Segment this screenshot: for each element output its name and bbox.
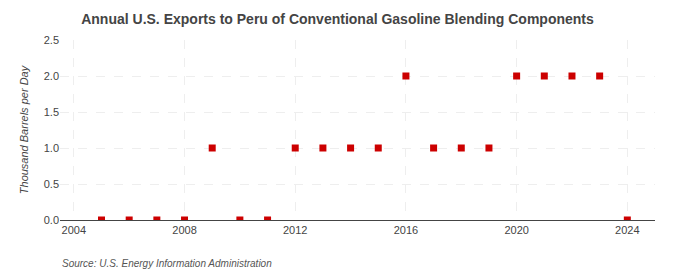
svg-text:2.0: 2.0	[44, 70, 59, 82]
svg-text:Annual U.S. Exports to Peru of: Annual U.S. Exports to Peru of Conventio…	[81, 11, 594, 27]
svg-text:Thousand Barrels per Day: Thousand Barrels per Day	[18, 64, 30, 194]
svg-text:2020: 2020	[504, 224, 528, 236]
svg-text:2024: 2024	[615, 224, 639, 236]
svg-text:1.0: 1.0	[44, 142, 59, 154]
svg-text:2.5: 2.5	[44, 34, 59, 46]
svg-text:2012: 2012	[283, 224, 307, 236]
svg-text:2008: 2008	[172, 224, 196, 236]
svg-text:2016: 2016	[394, 224, 418, 236]
svg-text:1.5: 1.5	[44, 106, 59, 118]
svg-text:0.5: 0.5	[44, 178, 59, 190]
svg-text:0.0: 0.0	[44, 214, 59, 226]
svg-text:2004: 2004	[62, 224, 86, 236]
svg-text:Source: U.S. Energy Informatio: Source: U.S. Energy Information Administ…	[62, 258, 272, 269]
